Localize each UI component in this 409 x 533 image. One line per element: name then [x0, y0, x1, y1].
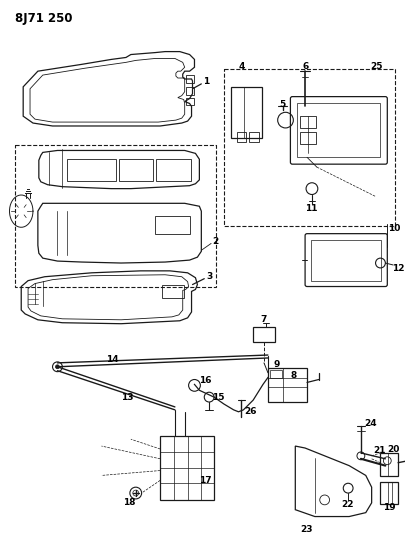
Text: 5: 5: [279, 100, 285, 109]
Text: 24: 24: [363, 419, 375, 428]
Text: 16: 16: [199, 376, 211, 385]
Text: 8: 8: [290, 371, 296, 380]
Text: 19: 19: [382, 503, 395, 512]
Text: 3: 3: [206, 272, 212, 281]
Bar: [380, 453, 397, 477]
Text: 12: 12: [391, 264, 404, 273]
Bar: [230, 87, 261, 138]
Text: 17: 17: [199, 476, 211, 485]
Text: 18: 18: [123, 498, 135, 507]
Bar: [15, 144, 216, 287]
Bar: [155, 216, 189, 233]
Text: 1: 1: [203, 77, 209, 86]
Text: 14: 14: [106, 356, 119, 365]
Bar: [267, 368, 306, 402]
Bar: [269, 370, 281, 377]
Text: 23: 23: [299, 525, 312, 533]
Bar: [407, 456, 409, 470]
Bar: [185, 75, 193, 83]
Bar: [310, 239, 380, 281]
Text: 8J71 250: 8J71 250: [15, 12, 73, 25]
Text: 15: 15: [211, 393, 224, 402]
Text: 10: 10: [387, 224, 400, 233]
Bar: [380, 482, 397, 504]
Bar: [156, 159, 190, 181]
Text: 7: 7: [259, 316, 266, 324]
Text: 13: 13: [121, 393, 133, 402]
Circle shape: [55, 365, 59, 369]
Text: 4: 4: [238, 62, 244, 71]
Bar: [249, 132, 258, 142]
Bar: [223, 69, 394, 226]
Text: 6: 6: [301, 62, 308, 71]
Bar: [119, 159, 153, 181]
Bar: [253, 327, 274, 342]
Bar: [299, 116, 315, 128]
Bar: [185, 98, 193, 106]
Text: 25: 25: [370, 62, 382, 71]
Bar: [236, 132, 246, 142]
Text: 9: 9: [273, 360, 279, 369]
Text: 20: 20: [387, 445, 399, 454]
Text: 21: 21: [373, 447, 385, 456]
Bar: [67, 159, 116, 181]
Bar: [162, 285, 183, 298]
Text: 2: 2: [211, 237, 218, 246]
Bar: [160, 437, 213, 500]
Text: 11: 11: [304, 204, 317, 213]
Bar: [185, 87, 193, 95]
Bar: [299, 132, 315, 143]
Text: 26: 26: [244, 407, 256, 416]
Text: 22: 22: [340, 500, 353, 510]
Bar: [297, 103, 380, 157]
